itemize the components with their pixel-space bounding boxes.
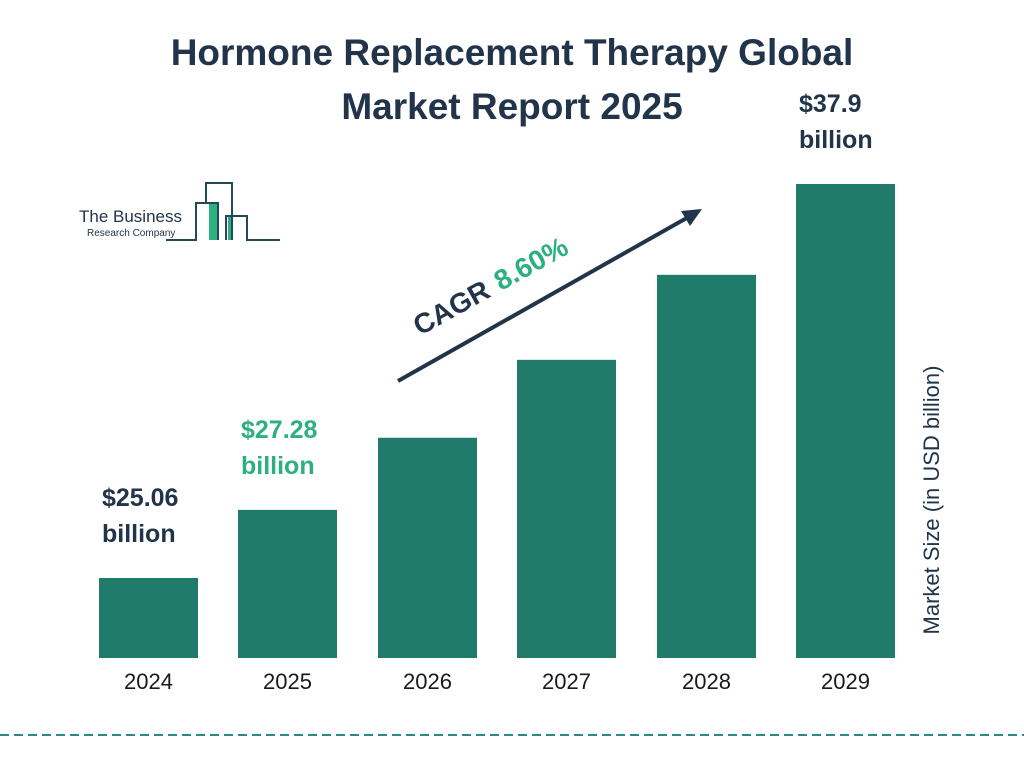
- data-label-value: $37.9: [799, 90, 862, 118]
- x-tick-label: 2024: [124, 669, 173, 694]
- bar-2026: [378, 437, 477, 658]
- x-tick-label: 2026: [403, 669, 452, 694]
- cagr-label: CAGR: [408, 274, 495, 341]
- chart-title-line-2: Market Report 2025: [341, 86, 683, 127]
- bar-2029: [796, 184, 895, 658]
- data-label-unit: billion: [241, 451, 315, 480]
- x-tick-labels: 2024 2025 2026 2027 2028 2029: [124, 669, 870, 694]
- y-axis-label: Market Size (in USD billion): [919, 365, 944, 635]
- cagr-annotation: CAGR8.60%: [408, 231, 573, 341]
- cagr-arrow-line: [397, 213, 693, 383]
- data-label-2025: $27.28 billion: [241, 412, 317, 484]
- logo-bar-green-1: [209, 204, 218, 240]
- logo-graphic: The Business Research Company: [79, 182, 280, 241]
- cagr-arrow-head: [681, 209, 702, 226]
- data-label-2029: $37.9 billion: [799, 86, 873, 158]
- data-label-value: $25.06: [102, 484, 179, 512]
- data-label-unit: billion: [102, 520, 176, 548]
- bar-2024: [99, 578, 198, 658]
- logo-text-1: The Business: [79, 207, 182, 226]
- bar-2027: [517, 359, 616, 658]
- bar-2028: [657, 274, 756, 658]
- logo-text-2: Research Company: [87, 228, 175, 239]
- data-label-value: $27.28: [241, 415, 318, 444]
- logo-bar-green-2: [228, 217, 233, 240]
- x-tick-label: 2028: [682, 669, 731, 694]
- cagr-value: 8.60%: [489, 231, 574, 297]
- bar-2025: [238, 509, 337, 658]
- chart-title-line-1: Hormone Replacement Therapy Global: [170, 32, 854, 73]
- data-label-2024: $25.06 billion: [102, 480, 178, 552]
- logo-outline: [166, 182, 280, 241]
- x-tick-label: 2027: [542, 669, 591, 694]
- x-tick-label: 2025: [263, 669, 312, 694]
- x-tick-label: 2029: [821, 669, 870, 694]
- bars-group: [99, 184, 895, 658]
- cagr-arrow: [397, 209, 702, 383]
- data-label-unit: billion: [799, 126, 873, 154]
